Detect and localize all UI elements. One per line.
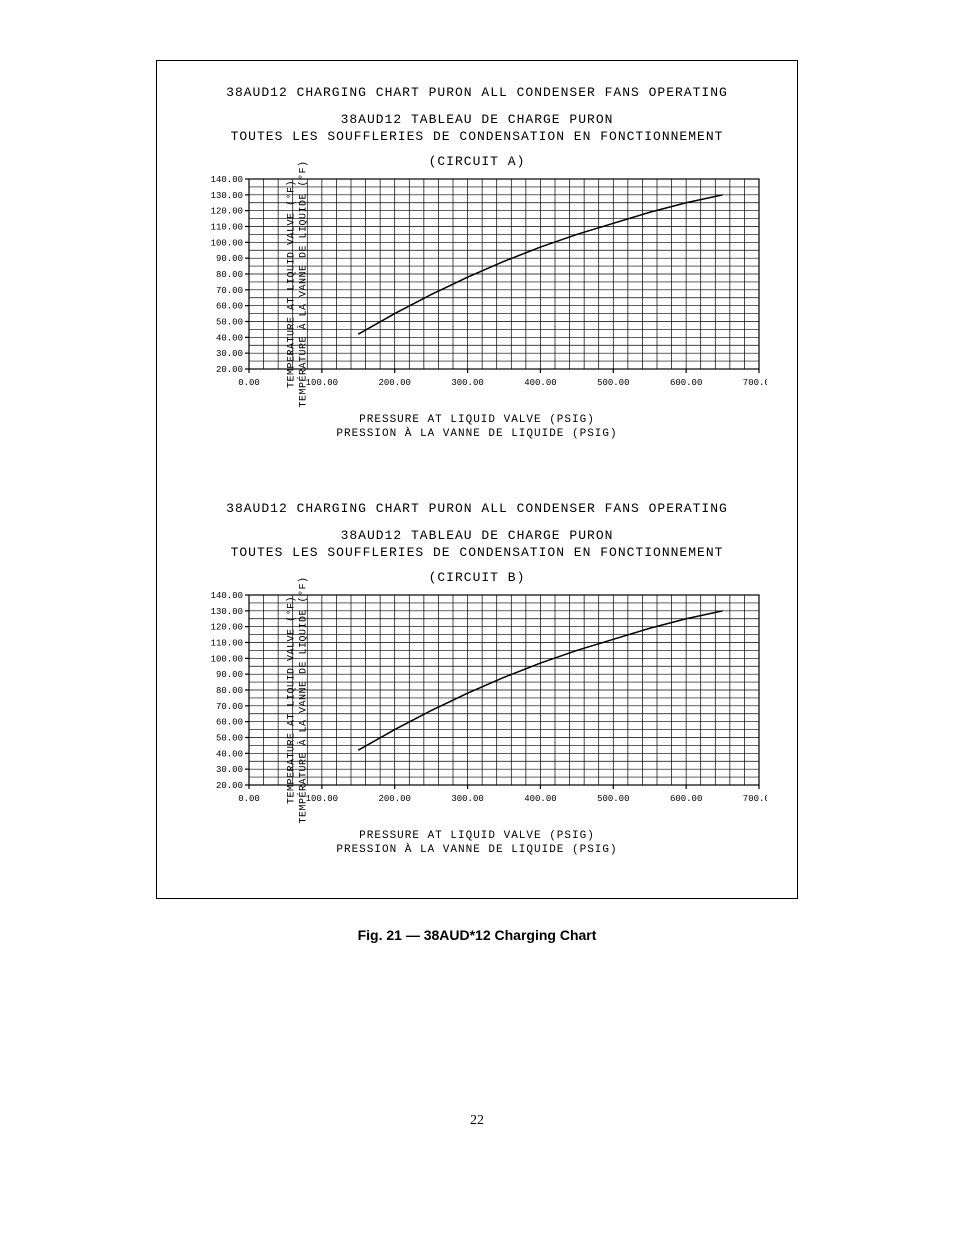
svg-text:100.00: 100.00 xyxy=(211,654,243,664)
svg-text:200.00: 200.00 xyxy=(379,378,411,388)
svg-text:130.00: 130.00 xyxy=(211,607,243,617)
svg-text:120.00: 120.00 xyxy=(211,623,243,633)
chart-b-xlabel: PRESSURE AT LIQUID VALVE (PSIG) PRESSION… xyxy=(167,829,787,858)
svg-text:20.00: 20.00 xyxy=(216,781,243,791)
svg-text:200.00: 200.00 xyxy=(379,794,411,804)
chart-a-title-fr-line2: TOUTES LES SOUFFLERIES DE CONDENSATION E… xyxy=(231,129,724,144)
chart-a-circuit-label: (CIRCUIT A) xyxy=(167,154,787,169)
chart-a-title-fr: 38AUD12 TABLEAU DE CHARGE PURON TOUTES L… xyxy=(167,112,787,146)
svg-text:500.00: 500.00 xyxy=(597,378,629,388)
chart-b-title-fr-line2: TOUTES LES SOUFFLERIES DE CONDENSATION E… xyxy=(231,545,724,560)
figure-caption: Fig. 21 — 38AUD*12 Charging Chart xyxy=(0,927,954,943)
chart-b-title-fr: 38AUD12 TABLEAU DE CHARGE PURON TOUTES L… xyxy=(167,528,787,562)
svg-text:90.00: 90.00 xyxy=(216,670,243,680)
page-number: 22 xyxy=(0,1113,954,1129)
chart-frame: 38AUD12 CHARGING CHART PURON ALL CONDENS… xyxy=(156,60,798,899)
svg-text:700.00: 700.00 xyxy=(743,378,767,388)
svg-text:130.00: 130.00 xyxy=(211,191,243,201)
chart-b-ylabel: TEMPERATURE AT LIQUID VALVE (°F) TEMPÉRA… xyxy=(287,577,311,824)
svg-text:90.00: 90.00 xyxy=(216,254,243,264)
svg-text:70.00: 70.00 xyxy=(216,702,243,712)
svg-text:100.00: 100.00 xyxy=(211,238,243,248)
svg-text:20.00: 20.00 xyxy=(216,365,243,375)
svg-text:80.00: 80.00 xyxy=(216,686,243,696)
svg-text:60.00: 60.00 xyxy=(216,718,243,728)
chart-a-wrap: TEMPERATURE AT LIQUID VALVE (°F) TEMPÉRA… xyxy=(207,173,777,395)
svg-text:140.00: 140.00 xyxy=(211,175,243,185)
svg-text:50.00: 50.00 xyxy=(216,734,243,744)
svg-text:80.00: 80.00 xyxy=(216,270,243,280)
svg-text:0.00: 0.00 xyxy=(238,794,260,804)
svg-text:0.00: 0.00 xyxy=(238,378,260,388)
chart-b-circuit-label: (CIRCUIT B) xyxy=(167,570,787,585)
chart-a-xlabel: PRESSURE AT LIQUID VALVE (PSIG) PRESSION… xyxy=(167,413,787,442)
chart-a-title-fr-line1: 38AUD12 TABLEAU DE CHARGE PURON xyxy=(341,112,614,127)
chart-a-title-en: 38AUD12 CHARGING CHART PURON ALL CONDENS… xyxy=(167,85,787,100)
chart-a-ylabel: TEMPERATURE AT LIQUID VALVE (°F) TEMPÉRA… xyxy=(287,160,311,407)
svg-text:50.00: 50.00 xyxy=(216,317,243,327)
svg-text:70.00: 70.00 xyxy=(216,286,243,296)
chart-b-title-en: 38AUD12 CHARGING CHART PURON ALL CONDENS… xyxy=(167,501,787,516)
svg-text:120.00: 120.00 xyxy=(211,206,243,216)
svg-text:300.00: 300.00 xyxy=(451,378,483,388)
svg-text:500.00: 500.00 xyxy=(597,794,629,804)
svg-text:140.00: 140.00 xyxy=(211,591,243,601)
svg-text:600.00: 600.00 xyxy=(670,794,702,804)
svg-text:40.00: 40.00 xyxy=(216,749,243,759)
chart-b-title-fr-line1: 38AUD12 TABLEAU DE CHARGE PURON xyxy=(341,528,614,543)
svg-text:300.00: 300.00 xyxy=(451,794,483,804)
svg-text:400.00: 400.00 xyxy=(524,794,556,804)
svg-text:600.00: 600.00 xyxy=(670,378,702,388)
svg-text:30.00: 30.00 xyxy=(216,349,243,359)
svg-text:110.00: 110.00 xyxy=(211,222,243,232)
chart-block-a: 38AUD12 CHARGING CHART PURON ALL CONDENS… xyxy=(167,85,787,441)
chart-block-b: 38AUD12 CHARGING CHART PURON ALL CONDENS… xyxy=(167,501,787,857)
svg-text:60.00: 60.00 xyxy=(216,301,243,311)
svg-text:400.00: 400.00 xyxy=(524,378,556,388)
svg-text:110.00: 110.00 xyxy=(211,639,243,649)
svg-text:40.00: 40.00 xyxy=(216,333,243,343)
svg-text:700.00: 700.00 xyxy=(743,794,767,804)
document-page: 38AUD12 CHARGING CHART PURON ALL CONDENS… xyxy=(0,0,954,1129)
chart-b-wrap: TEMPERATURE AT LIQUID VALVE (°F) TEMPÉRA… xyxy=(207,589,777,811)
svg-text:30.00: 30.00 xyxy=(216,765,243,775)
